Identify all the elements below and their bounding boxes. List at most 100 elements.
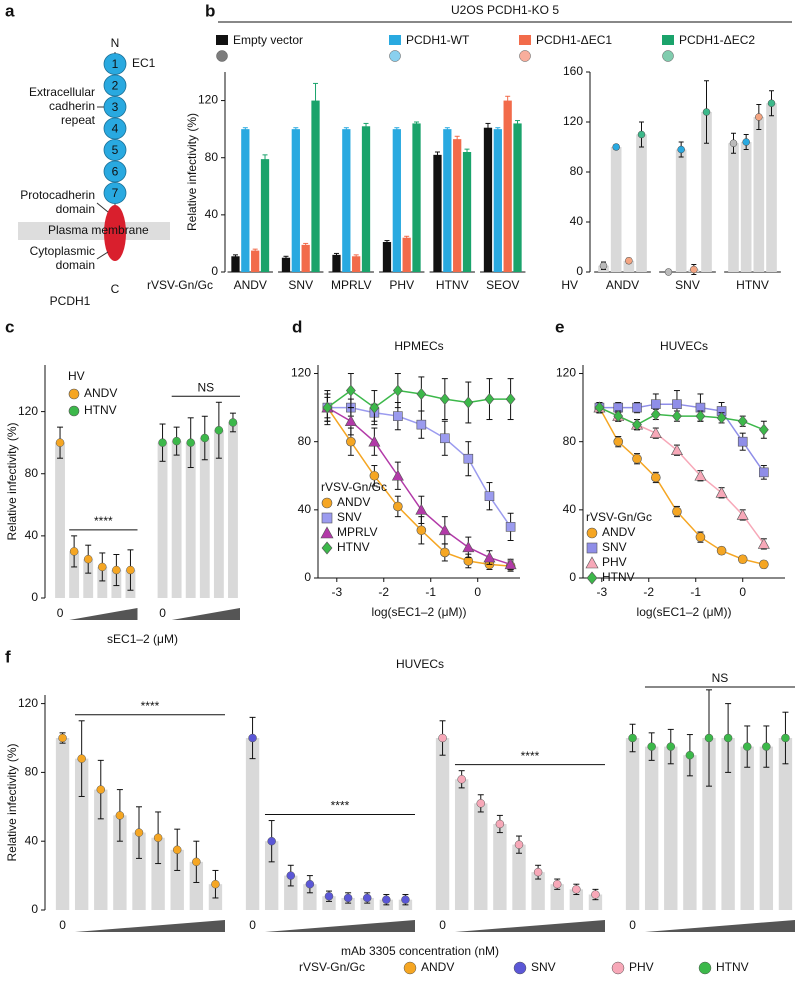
bar (361, 126, 371, 273)
legend-swatch (586, 542, 598, 554)
legend-title: rVSV-Gn/Gc (299, 960, 365, 974)
panel-label: a (5, 1, 15, 20)
point (345, 384, 356, 397)
bar (625, 738, 640, 910)
legend-swatch (662, 35, 674, 45)
ec-domain (103, 139, 127, 161)
x-tick-label: 0 (739, 585, 746, 599)
y-axis-label: Relative infectivity (%) (5, 743, 19, 861)
point (505, 393, 516, 406)
bar (493, 129, 502, 272)
bar (493, 824, 507, 910)
point (613, 410, 624, 423)
legend-label: HTNV (84, 403, 117, 417)
legend-swatch (321, 512, 333, 524)
mean-dot (514, 840, 524, 849)
bar (55, 442, 65, 598)
x-tick-label: -2 (643, 585, 654, 599)
legend-swatch (611, 961, 625, 975)
bar (474, 803, 488, 910)
y-tick-label: 80 (563, 434, 577, 448)
legend-swatch (68, 388, 80, 400)
point (416, 525, 427, 536)
x-axis-label: log(sEC1–2 (μM)) (637, 605, 732, 619)
x-tick-label: ANDV (606, 278, 639, 292)
point (649, 427, 662, 438)
point (483, 551, 496, 563)
point (715, 486, 728, 498)
x-tick-label: 0 (474, 585, 481, 599)
mean-dot (401, 895, 410, 904)
ec-domain-label: 1 (112, 57, 119, 71)
legend-title: HV (68, 369, 85, 383)
point (484, 393, 495, 406)
mean-dot (742, 138, 750, 146)
dose-wedge (454, 920, 605, 932)
dose-wedge (69, 608, 138, 620)
bar (97, 566, 108, 598)
panel-label: e (555, 317, 564, 336)
legend-swatch (586, 527, 598, 539)
mean-dot (248, 733, 257, 743)
membrane-label: Plasma membrane (48, 223, 149, 237)
bar (512, 844, 526, 910)
point (737, 415, 748, 428)
legend-swatch (519, 50, 531, 62)
bar (74, 758, 89, 910)
point (505, 522, 516, 532)
point (484, 491, 495, 502)
dose-wedge (264, 920, 415, 932)
chart-title: HPMECs (394, 339, 443, 353)
panel-a: a N C Plasma membrane EC1 Extracellular … (5, 1, 170, 308)
bar (251, 250, 260, 272)
mean-dot (438, 733, 447, 743)
mean-dot (153, 833, 163, 843)
x-axis-label: HV (561, 278, 578, 292)
mean-dot (664, 268, 673, 276)
mean-dot (69, 547, 79, 556)
legend-swatch (321, 497, 333, 509)
mean-dot (55, 438, 65, 447)
mean-dot (98, 562, 107, 572)
point (392, 384, 403, 397)
x-tick-label: 0 (159, 606, 166, 620)
pointer (96, 251, 109, 260)
x-axis-label: sEC1–2 (μM) (107, 632, 178, 646)
mean-dot (115, 811, 125, 820)
bar (241, 129, 250, 272)
bar (303, 884, 317, 910)
legend-swatch (403, 961, 417, 975)
legend-label: ANDV (602, 525, 635, 539)
legend-label: Empty vector (233, 33, 303, 47)
bar (55, 738, 70, 910)
bar (753, 117, 765, 272)
bar (157, 442, 168, 598)
cytoplasmic-label: domain (56, 258, 95, 272)
y-axis-label: Relative infectivity (%) (5, 422, 19, 540)
bar (454, 779, 469, 910)
point (504, 558, 517, 570)
x-tick-label: 0 (249, 918, 256, 932)
point (463, 396, 474, 409)
mean-dot (476, 799, 486, 808)
bar (392, 129, 401, 272)
mean-dot (214, 425, 224, 435)
point (440, 433, 450, 444)
y-tick-label: 0 (31, 590, 38, 604)
legend-label: PCDH1-ΔEC1 (536, 33, 612, 47)
bar (728, 143, 739, 272)
mean-dot (666, 742, 676, 751)
bar (189, 861, 204, 910)
point (440, 547, 450, 558)
point (737, 436, 748, 447)
legend-swatch (519, 35, 531, 45)
bar (245, 738, 260, 910)
legend-swatch (698, 961, 712, 975)
x-tick-label: -1 (690, 585, 701, 599)
dose-wedge (644, 920, 795, 932)
bar (766, 103, 777, 272)
x-tick-label: 0 (57, 606, 64, 620)
bar (170, 849, 184, 910)
bar (185, 442, 196, 598)
legend-swatch (389, 35, 401, 45)
